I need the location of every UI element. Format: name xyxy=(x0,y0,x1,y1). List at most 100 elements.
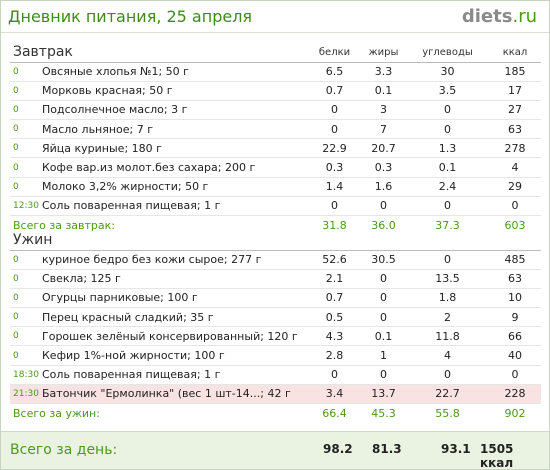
food-name[interactable]: Перец красный сладкий; 35 г xyxy=(39,307,308,328)
meal-time: 21:30 xyxy=(10,384,39,405)
food-row[interactable]: 0 Овсяные хлопья №1; 50 г 6.5 3.3 30 185 xyxy=(10,62,541,82)
kcal-value: 9 xyxy=(489,307,541,328)
day-total-fat: 81.3 xyxy=(372,442,402,456)
fat-value: 0 xyxy=(361,196,406,217)
dinner-total-label: Всего за ужин: xyxy=(13,406,100,420)
food-row[interactable]: 0 Яйца куриные; 180 г 22.9 20.7 1.3 278 xyxy=(10,138,541,159)
kcal-value: 66 xyxy=(489,326,541,347)
protein-value: 4.3 xyxy=(308,326,361,347)
food-row[interactable]: 0 Перец красный сладкий; 35 г 0.5 0 2 9 xyxy=(10,307,541,328)
column-header-carbs: углеводы xyxy=(406,43,489,63)
meal-time: 0 xyxy=(10,119,39,140)
food-row[interactable]: 21:30 Батончик "Ермолинка" (вес 1 шт-14..… xyxy=(10,384,541,405)
meal-time: 12:30 xyxy=(10,196,39,217)
food-name[interactable]: Батончик "Ермолинка" (вес 1 шт-14...; 42… xyxy=(39,384,308,405)
meal-time: 0 xyxy=(10,62,39,82)
header-divider xyxy=(1,32,549,33)
food-name[interactable]: Подсолнечное масло; 3 г xyxy=(39,100,308,121)
protein-value: 0.3 xyxy=(308,157,361,178)
food-row[interactable]: 0 Подсолнечное масло; 3 г 0 3 0 27 xyxy=(10,100,541,121)
food-row[interactable]: 0 куриное бедро без кожи сырое; 277 г 52.6… xyxy=(10,250,541,270)
day-total-label: Всего за день: xyxy=(10,442,118,458)
meal-time: 0 xyxy=(10,307,39,328)
food-name[interactable]: Морковь красная; 50 г xyxy=(39,81,308,101)
protein-value: 52.6 xyxy=(308,250,361,270)
meal-time: 18:30 xyxy=(10,365,39,385)
carbs-value: 13.5 xyxy=(406,269,489,289)
food-row[interactable]: 0 Масло льняное; 7 г 0 7 0 63 xyxy=(10,119,541,140)
dinner-header-row: Ужин xyxy=(10,231,541,251)
protein-value: 1.4 xyxy=(308,177,361,197)
column-header-kcal xyxy=(489,231,541,251)
carbs-value: 4 xyxy=(406,345,489,366)
carbs-value: 2.4 xyxy=(406,177,489,197)
food-name[interactable]: Яйца куриные; 180 г xyxy=(39,138,308,159)
breakfast-title: Завтрак xyxy=(10,43,308,63)
food-name[interactable]: куриное бедро без кожи сырое; 277 г xyxy=(39,250,308,270)
logo-main: diets xyxy=(461,6,513,27)
food-row[interactable]: 0 Горошек зелёный консервированный; 120 г… xyxy=(10,326,541,347)
column-header-protein xyxy=(308,231,361,251)
dinner-total-fat: 45.3 xyxy=(371,406,396,420)
protein-value: 2.8 xyxy=(308,345,361,366)
kcal-value: 10 xyxy=(489,288,541,309)
food-row[interactable]: 0 Кофе вар.из молот.без сахара; 200 г 0.3 0… xyxy=(10,157,541,178)
carbs-value: 0 xyxy=(406,250,489,270)
meal-time: 0 xyxy=(10,250,39,270)
fat-value: 0.1 xyxy=(361,81,406,101)
protein-value: 0 xyxy=(308,119,361,140)
page-title: Дневник питания, 25 апреля xyxy=(8,7,253,26)
breakfast-table: Завтрак белки жиры углеводы ккал 0 Овсяные хло… xyxy=(10,43,541,235)
food-row[interactable]: 0 Кефир 1%-ной жирности; 100 г 2.8 1 4 40 xyxy=(10,345,541,366)
fat-value: 3.3 xyxy=(361,62,406,82)
meal-time: 0 xyxy=(10,326,39,347)
dinner-total-protein: 66.4 xyxy=(322,406,347,420)
kcal-value: 27 xyxy=(489,100,541,121)
food-name[interactable]: Свекла; 125 г xyxy=(39,269,308,289)
column-header-fat xyxy=(361,231,406,251)
protein-value: 6.5 xyxy=(308,62,361,82)
carbs-value: 3.5 xyxy=(406,81,489,101)
food-name[interactable]: Огурцы парниковые; 100 г xyxy=(39,288,308,309)
kcal-value: 185 xyxy=(489,62,541,82)
carbs-value: 1.3 xyxy=(406,138,489,159)
kcal-value: 278 xyxy=(489,138,541,159)
dinner-title: Ужин xyxy=(10,231,308,251)
food-row[interactable]: 0 Морковь красная; 50 г 0.7 0.1 3.5 17 xyxy=(10,81,541,101)
carbs-value: 1.8 xyxy=(406,288,489,309)
carbs-value: 0 xyxy=(406,365,489,385)
carbs-value: 30 xyxy=(406,62,489,82)
fat-value: 7 xyxy=(361,119,406,140)
protein-value: 0 xyxy=(308,196,361,217)
food-name[interactable]: Овсяные хлопья №1; 50 г xyxy=(39,62,308,82)
food-row[interactable]: 0 Молоко 3,2% жирности; 50 г 1.4 1.6 2.4 29 xyxy=(10,177,541,197)
kcal-value: 485 xyxy=(489,250,541,270)
column-header-kcal: ккал xyxy=(489,43,541,63)
food-row[interactable]: 0 Свекла; 125 г 2.1 0 13.5 63 xyxy=(10,269,541,289)
column-header-fat: жиры xyxy=(361,43,406,63)
carbs-value: 0 xyxy=(406,119,489,140)
food-name[interactable]: Кофе вар.из молот.без сахара; 200 г xyxy=(39,157,308,178)
meal-time: 0 xyxy=(10,288,39,309)
fat-value: 13.7 xyxy=(361,384,406,405)
meal-time: 0 xyxy=(10,345,39,366)
protein-value: 0.7 xyxy=(308,288,361,309)
meal-time: 0 xyxy=(10,157,39,178)
site-logo[interactable]: diets.ru xyxy=(462,6,537,27)
fat-value: 20.7 xyxy=(361,138,406,159)
kcal-value: 40 xyxy=(489,345,541,366)
food-name[interactable]: Соль поваренная пищевая; 1 г xyxy=(39,196,308,217)
food-name[interactable]: Кефир 1%-ной жирности; 100 г xyxy=(39,345,308,366)
food-row[interactable]: 0 Огурцы парниковые; 100 г 0.7 0 1.8 10 xyxy=(10,288,541,309)
carbs-value: 0.1 xyxy=(406,157,489,178)
food-name[interactable]: Соль поваренная пищевая; 1 г xyxy=(39,365,308,385)
dinner-total-row: Всего за ужин: 66.4 45.3 55.8 902 xyxy=(10,404,541,423)
fat-value: 1 xyxy=(361,345,406,366)
food-name[interactable]: Молоко 3,2% жирности; 50 г xyxy=(39,177,308,197)
food-name[interactable]: Масло льняное; 7 г xyxy=(39,119,308,140)
day-total-bar: Всего за день: 98.2 81.3 93.1 1505 ккал xyxy=(1,431,549,470)
food-name[interactable]: Горошек зелёный консервированный; 120 г xyxy=(39,326,308,347)
